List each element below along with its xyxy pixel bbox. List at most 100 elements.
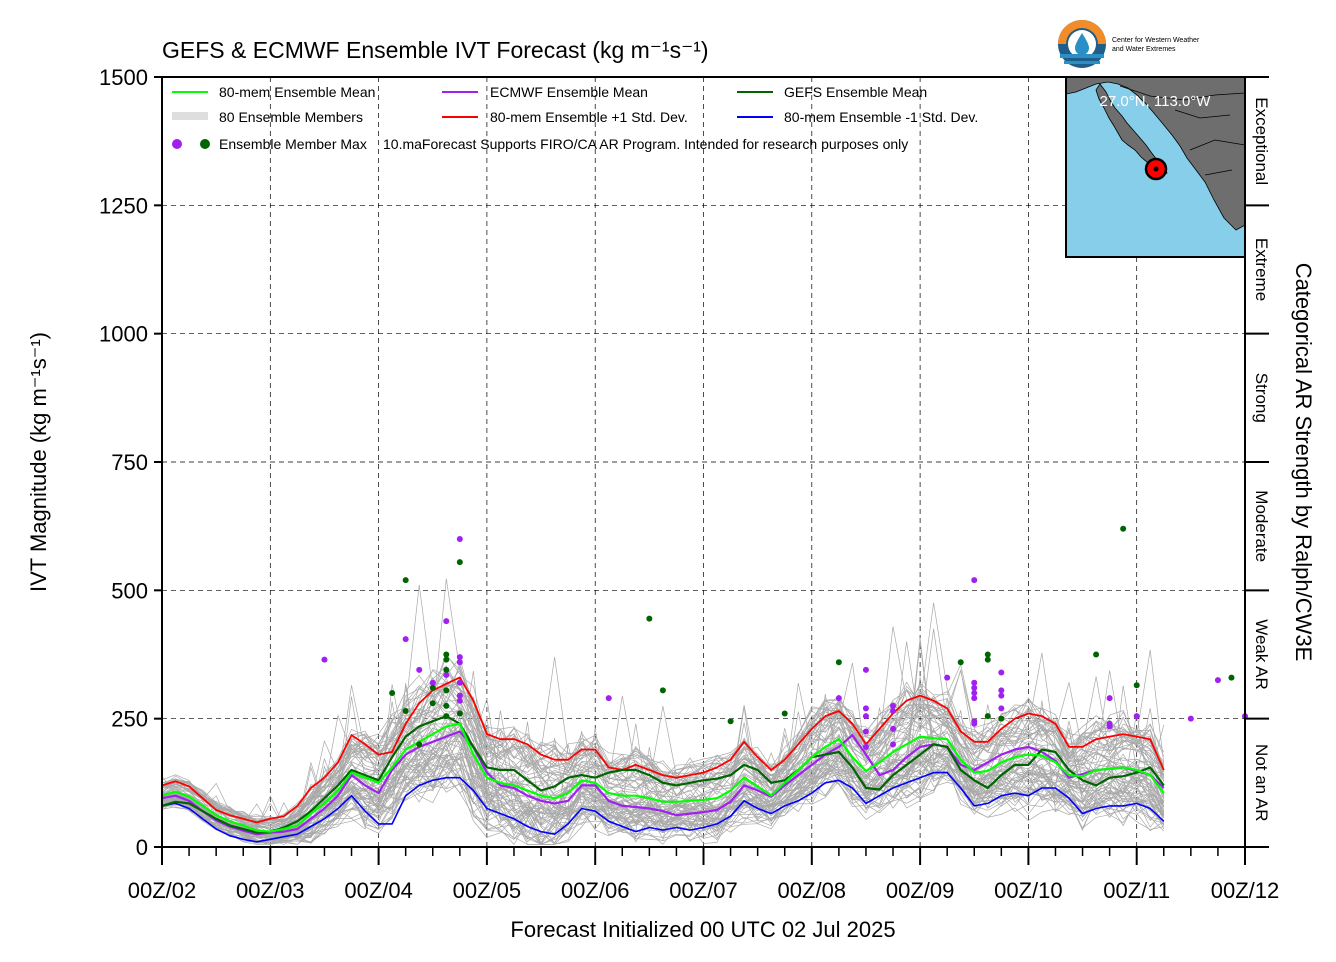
- gefs-member-max-point: [389, 690, 396, 696]
- gefs-member-max-point: [443, 666, 450, 673]
- gefs-member-max-point: [443, 651, 450, 658]
- ecmwf-member-max-point: [862, 728, 869, 735]
- map-frame: [1065, 76, 1246, 258]
- ensemble-member-lines: [161, 578, 1165, 846]
- y-axis-label: IVT Magnitude (kg m⁻¹s⁻¹): [26, 332, 51, 592]
- ecmwf-member-max-point: [971, 690, 978, 696]
- ecmwf-member-max-point: [890, 702, 897, 709]
- x-tick-label: 00Z/04: [344, 878, 413, 903]
- y-tick-label: 500: [111, 578, 148, 603]
- logo-wave-1: [1060, 54, 1104, 58]
- legend-label-plus-std: 80-mem Ensemble +1 Std. Dev.: [490, 109, 688, 125]
- ecmwf-member-max-point: [862, 666, 869, 673]
- logo-wave-2: [1064, 61, 1100, 64]
- ecmwf-member-max-point: [456, 697, 463, 704]
- ecmwf-member-max-point: [1106, 723, 1113, 730]
- x-tick-label: 00Z/02: [128, 878, 197, 903]
- ecmwf-member-max-point: [862, 713, 869, 720]
- gefs-member-max-point: [429, 700, 436, 707]
- ecmwf-member-max-point: [890, 725, 897, 732]
- legend-label-ecmwf-mean: ECMWF Ensemble Mean: [490, 84, 648, 100]
- y-tick-label: 1000: [99, 322, 148, 347]
- gefs-member-max-point: [957, 659, 964, 666]
- gefs-member-max-point: [1120, 525, 1127, 532]
- x-tick-label: 00Z/11: [1103, 878, 1170, 903]
- y-tick-label: 750: [111, 450, 148, 475]
- category-label: Not an AR: [1252, 744, 1271, 822]
- gefs-ensemble-mean-line: [161, 714, 1165, 834]
- x-tick-label: 00Z/08: [778, 878, 847, 903]
- ecmwf-member-max-point: [1214, 677, 1221, 684]
- ensemble-member-line: [161, 652, 1164, 830]
- y-tick-label: 250: [111, 707, 148, 732]
- ecmwf-member-max-point: [890, 741, 897, 748]
- ensemble-member-line: [161, 641, 1165, 835]
- ecmwf-member-max-point: [971, 695, 978, 702]
- ecmwf-member-max-point: [605, 695, 612, 702]
- ensemble-member-line: [161, 661, 1165, 826]
- gefs-member-max-point: [402, 577, 409, 584]
- ecmwf-member-max-point: [998, 692, 1005, 699]
- gefs-member-max-point: [984, 713, 991, 720]
- ecmwf-member-max-point: [944, 674, 951, 681]
- gefs-member-max-point: [443, 713, 450, 720]
- ecmwf-member-max-point: [835, 695, 842, 702]
- ecmwf-member-max-point: [456, 679, 463, 686]
- cw3e-logo: Center for Western Weather and Water Ext…: [1058, 20, 1200, 68]
- legend-label-members: 80 Ensemble Members: [219, 109, 363, 125]
- ecmwf-member-max-point: [456, 692, 463, 699]
- ecmwf-member-max-point: [862, 743, 869, 750]
- 80-mem-ensemble-mean-line: [161, 722, 1165, 833]
- legend-dot-gefs: [200, 139, 210, 149]
- gefs-member-max-point: [727, 718, 734, 725]
- ecmwf-member-max-point: [429, 679, 436, 686]
- ensemble-member-line: [161, 602, 1165, 820]
- legend-swatch-members: [172, 112, 208, 120]
- ecmwf-member-max-point: [456, 536, 463, 542]
- gefs-member-max-point: [1093, 651, 1100, 658]
- ensemble-member-line: [161, 669, 1165, 824]
- location-map-inset: 27.0°N, 113.0°W: [1065, 76, 1246, 258]
- gefs-member-max-point: [456, 559, 463, 566]
- logo-sun-arc: [1058, 20, 1106, 44]
- ensemble-member-line: [161, 770, 1164, 845]
- ensemble-member-line: [161, 677, 1165, 829]
- category-label: Moderate: [1252, 490, 1271, 562]
- gefs-member-max-point: [402, 707, 409, 714]
- ecmwf-member-max-point: [416, 666, 423, 673]
- map-mainland: [1065, 76, 1246, 231]
- category-label: Weak AR: [1252, 619, 1271, 690]
- ensemble-member-line: [161, 728, 1164, 844]
- x-tick-label: 00Z/03: [236, 878, 305, 903]
- gefs-member-max-point: [984, 656, 991, 663]
- ecmwf-member-max-point: [1106, 695, 1113, 702]
- logo-text-line1: Center for Western Weather: [1112, 37, 1200, 44]
- gefs-member-max-point: [456, 710, 463, 717]
- ensemble-member-line: [161, 684, 1165, 822]
- ensemble-member-line: [161, 628, 1165, 829]
- gefs-member-max-point: [1228, 674, 1235, 681]
- ecmwf-member-max-point: [998, 669, 1005, 676]
- legend-label-member-max: Ensemble Member Max: [219, 136, 367, 152]
- gefs-member-max-point: [443, 687, 450, 694]
- x-tick-label: 00Z/06: [561, 878, 630, 903]
- ensemble-member-line: [161, 746, 1164, 845]
- ecmwf-member-max-point: [862, 705, 869, 712]
- ecmwf-member-max-point: [321, 656, 328, 663]
- category-label: Exceptional: [1252, 97, 1271, 185]
- location-marker-center: [1153, 166, 1159, 172]
- gefs-member-max-point: [781, 710, 788, 717]
- gefs-member-max-point: [1133, 682, 1140, 689]
- gefs-member-max-point: [416, 741, 423, 748]
- legend-label-minus-std: 80-mem Ensemble -1 Std. Dev.: [784, 109, 978, 125]
- ecmwf-member-max-point: [443, 672, 450, 679]
- logo-text-line2: and Water Extremes: [1112, 46, 1176, 53]
- ensemble-member-line: [161, 584, 1165, 823]
- ecmwf-member-max-point: [971, 577, 978, 584]
- gefs-member-max-point: [984, 651, 991, 658]
- ensemble-member-line: [161, 670, 1165, 822]
- ecmwf-member-max-point: [971, 684, 978, 691]
- water-drop-icon: [1075, 33, 1089, 55]
- x-tick-label: 00Z/07: [669, 878, 738, 903]
- ecmwf-member-max-point: [1187, 715, 1194, 722]
